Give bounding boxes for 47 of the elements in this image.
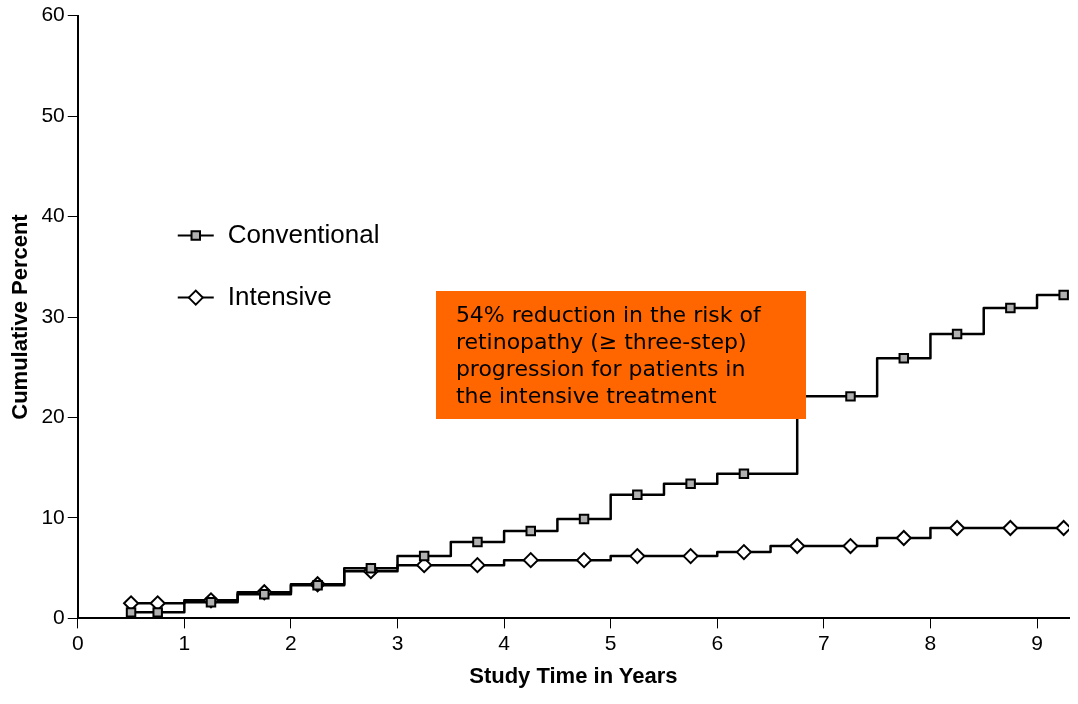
- x-tick-label: 7: [818, 630, 830, 654]
- x-tick-label: 4: [498, 630, 511, 654]
- point: [469, 557, 486, 574]
- point: [949, 519, 966, 536]
- x-tick-label: 8: [924, 630, 937, 654]
- point: [951, 328, 963, 340]
- point: [735, 544, 752, 561]
- point: [738, 468, 750, 479]
- point: [472, 536, 483, 548]
- point: [789, 538, 806, 555]
- y-tick-label: 40: [41, 203, 65, 227]
- point: [1005, 302, 1016, 314]
- x-tick-label: 2: [285, 630, 297, 654]
- legend-label: Intensive: [227, 280, 332, 311]
- x-tick-label: 3: [391, 630, 404, 654]
- point: [898, 352, 910, 364]
- x-tick-label: 5: [604, 630, 617, 654]
- y-tick-label: 50: [41, 102, 65, 126]
- point: [632, 489, 643, 501]
- x-axis-title: Study Time in Years: [469, 662, 678, 688]
- y-tick-label: 10: [41, 504, 65, 528]
- legend-label: Conventional: [227, 218, 380, 249]
- annotation: 54% reduction in the risk of retinopathy (≥ three-step) progression for patients in the intensive treatment: [435, 290, 806, 419]
- point: [1058, 289, 1069, 301]
- point: [152, 607, 163, 618]
- x-tick-label: 9: [1031, 630, 1043, 654]
- y-tick-label: 20: [41, 404, 65, 428]
- y-tick-label: 30: [41, 303, 65, 327]
- point: [576, 552, 593, 569]
- x-tick-label: 6: [711, 630, 724, 654]
- point: [522, 552, 539, 569]
- y-tick-label: 0: [53, 605, 65, 629]
- point: [629, 548, 646, 565]
- point: [842, 538, 859, 555]
- point: [895, 530, 912, 547]
- point: [418, 550, 430, 562]
- point: [685, 478, 696, 490]
- point: [525, 525, 536, 537]
- x-tick-label: 1: [178, 630, 191, 654]
- y-tick-label: 60: [41, 2, 65, 26]
- point: [125, 607, 137, 618]
- y-axis-title: Cumulative Percent: [7, 213, 33, 420]
- point: [845, 391, 856, 402]
- point: [578, 513, 590, 525]
- point: [682, 548, 699, 565]
- x-tick-label: 0: [71, 630, 84, 654]
- point: [1002, 519, 1019, 536]
